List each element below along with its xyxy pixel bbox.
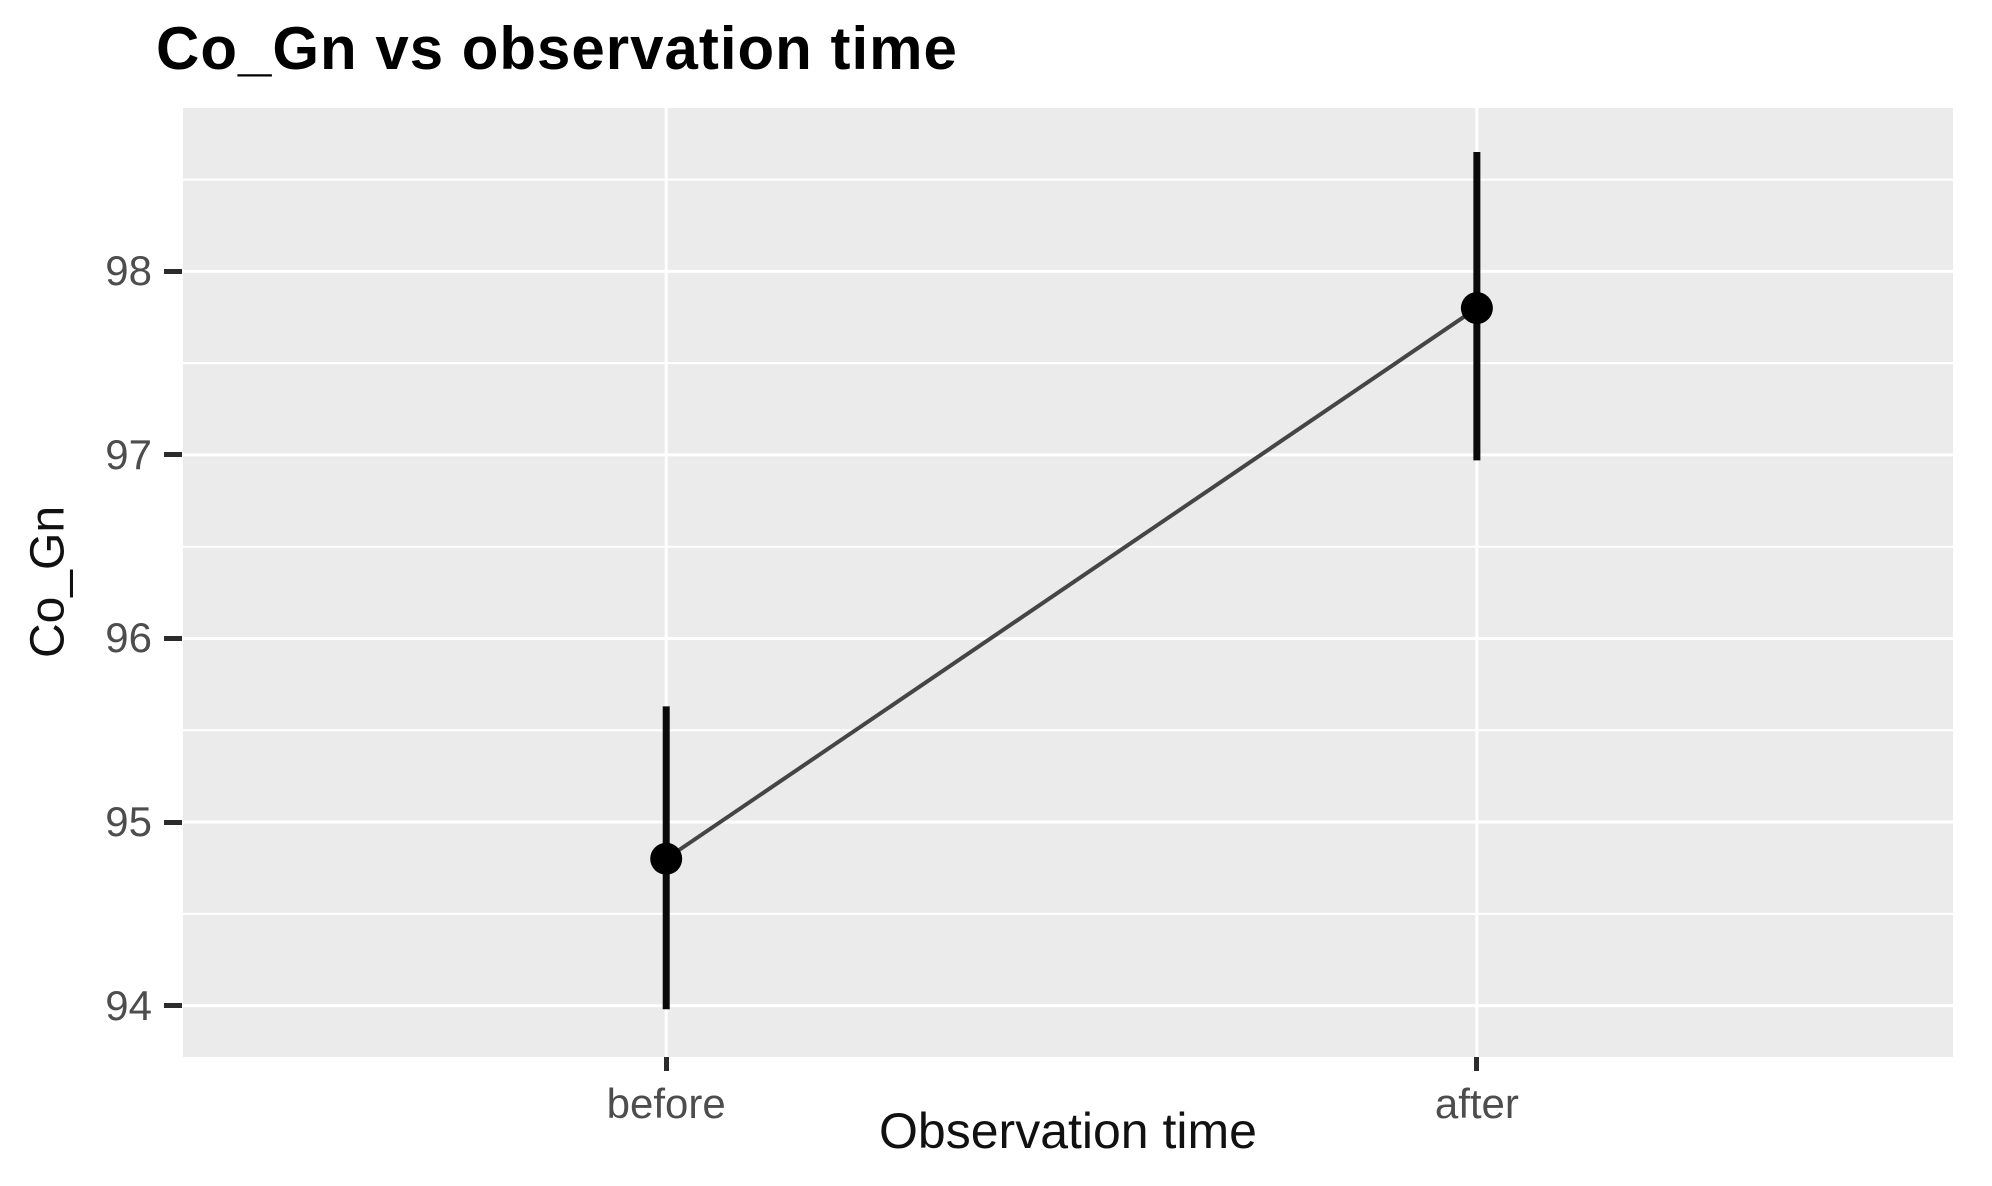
mean-point-before [650,842,683,875]
y-tick-mark-98 [164,268,182,274]
plot-canvas [183,108,1953,1057]
x-tick-mark-after [1474,1057,1480,1071]
x-axis-title: Observation time [879,1103,1257,1159]
y-tick-mark-96 [164,635,182,641]
chart-title: Co_Gn vs observation time [156,15,958,82]
y-tick-label-97: 97 [105,430,152,478]
y-axis-title: Co_Gn [21,505,75,659]
x-tick-label-before: before [606,1080,726,1127]
plot-panel [183,108,1953,1057]
y-tick-label-94: 94 [105,981,152,1029]
trend-line [665,306,1478,861]
y-tick-mark-95 [164,819,182,825]
x-tick-mark-before [663,1057,669,1071]
y-tick-label-98: 98 [105,247,152,295]
x-tick-label-after: after [1434,1080,1519,1127]
y-tick-mark-97 [164,452,182,458]
y-tick-label-96: 96 [105,614,152,662]
y-tick-label-95: 95 [105,798,152,846]
y-tick-mark-94 [164,1003,182,1009]
mean-point-after [1460,292,1493,325]
